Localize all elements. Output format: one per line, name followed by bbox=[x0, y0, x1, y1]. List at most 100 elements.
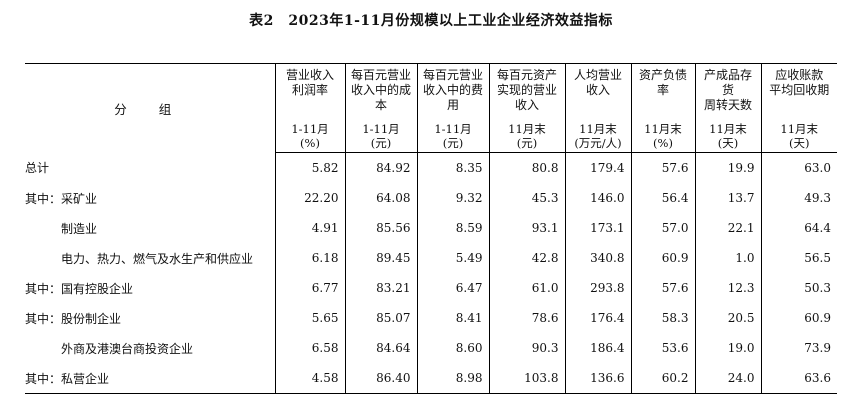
table-title: 表2 2023年1-11月份规模以上工业企业经济效益指标 bbox=[249, 13, 613, 29]
row-label: 其中：私营企业 bbox=[25, 363, 276, 394]
table-cell: 146.0 bbox=[564, 183, 631, 213]
row-label: 制造业 bbox=[25, 213, 276, 243]
table-row: 其中：股份制企业 5.65 85.07 8.41 78.6 176.4 58.3 20.5 60… bbox=[25, 303, 837, 333]
table-cell: 22.1 bbox=[694, 213, 761, 243]
table-cell: 176.4 bbox=[564, 303, 631, 333]
table-row: 制造业 4.91 85.56 8.59 93.1 173.1 57.0 22.1 64.4 bbox=[25, 213, 837, 243]
column-unit: 11月末 (天) bbox=[760, 122, 837, 153]
column-unit: 11月末 (万元/人) bbox=[564, 122, 631, 153]
column-header: 产成品存货周转天数 bbox=[694, 63, 761, 122]
table-cell: 90.3 bbox=[488, 333, 565, 363]
column-unit: 1-11月 (元) bbox=[416, 122, 489, 153]
table-cell: 179.4 bbox=[564, 152, 631, 183]
table-cell: 73.9 bbox=[760, 333, 837, 363]
table-cell: 8.60 bbox=[416, 333, 489, 363]
column-header: 营业收入 利润率 bbox=[274, 63, 345, 122]
table-cell: 13.7 bbox=[694, 183, 761, 213]
table-cell: 57.6 bbox=[630, 152, 695, 183]
column-unit: 1-11月 (%) bbox=[275, 122, 345, 153]
table-cell: 22.20 bbox=[274, 183, 345, 213]
table-cell: 6.18 bbox=[274, 243, 345, 273]
row-label: 外商及港澳台商投资企业 bbox=[25, 333, 276, 363]
table-cell: 85.56 bbox=[344, 213, 417, 243]
table-cell: 83.21 bbox=[344, 273, 417, 303]
table-cell: 53.6 bbox=[630, 333, 695, 363]
table-cell: 93.1 bbox=[488, 213, 565, 243]
table-row: 其中：国有控股企业 6.77 83.21 6.47 61.0 293.8 57.6 12.3 5… bbox=[25, 273, 837, 303]
table-cell: 56.5 bbox=[760, 243, 837, 273]
table-cell: 60.2 bbox=[630, 363, 695, 394]
table-cell: 80.8 bbox=[488, 152, 565, 183]
row-label: 电力、热力、燃气及水生产和供应业 bbox=[25, 243, 276, 273]
row-label: 其中：国有控股企业 bbox=[25, 273, 276, 303]
table-cell: 84.64 bbox=[344, 333, 417, 363]
economic-indicators-table: 分 组 营业收入 利润率 每百元营业 收入中的成本每百元营业 收入中的费用每百元资产 实现… bbox=[25, 63, 837, 394]
table-cell: 56.4 bbox=[630, 183, 695, 213]
table-cell: 86.40 bbox=[344, 363, 417, 394]
table-cell: 5.65 bbox=[274, 303, 345, 333]
table-cell: 45.3 bbox=[488, 183, 565, 213]
column-header: 每百元营业 收入中的成本 bbox=[344, 63, 417, 122]
table-cell: 136.6 bbox=[564, 363, 631, 394]
column-unit: 11月末 (天) bbox=[694, 122, 761, 153]
table-row: 电力、热力、燃气及水生产和供应业 6.18 89.45 5.49 42.8 340.8 60… bbox=[25, 243, 837, 273]
table-cell: 1.0 bbox=[694, 243, 761, 273]
table-cell: 57.6 bbox=[630, 273, 695, 303]
table-cell: 89.45 bbox=[344, 243, 417, 273]
table-cell: 58.3 bbox=[630, 303, 695, 333]
table-cell: 6.47 bbox=[416, 273, 489, 303]
table-cell: 78.6 bbox=[488, 303, 565, 333]
table-cell: 57.0 bbox=[630, 213, 695, 243]
table-cell: 64.08 bbox=[344, 183, 417, 213]
table-cell: 49.3 bbox=[760, 183, 837, 213]
table-cell: 5.49 bbox=[416, 243, 489, 273]
table-cell: 186.4 bbox=[564, 333, 631, 363]
table-cell: 8.41 bbox=[416, 303, 489, 333]
table-cell: 8.59 bbox=[416, 213, 489, 243]
table-cell: 63.0 bbox=[760, 152, 837, 183]
table-cell: 84.92 bbox=[344, 152, 417, 183]
table-row: 其中：采矿业 22.20 64.08 9.32 45.3 146.0 56.4 13.7 49.… bbox=[25, 183, 837, 213]
table-cell: 19.0 bbox=[694, 333, 761, 363]
table-cell: 42.8 bbox=[488, 243, 565, 273]
column-unit: 1-11月 (元) bbox=[344, 122, 417, 153]
row-label: 总计 bbox=[25, 152, 276, 183]
group-header: 分 组 bbox=[25, 63, 276, 153]
column-header: 应收账款 平均回收期 bbox=[760, 63, 837, 122]
column-unit: 11月末 (元) bbox=[488, 122, 565, 153]
row-label: 其中：采矿业 bbox=[25, 183, 276, 213]
table-cell: 5.82 bbox=[274, 152, 345, 183]
table-cell: 63.6 bbox=[760, 363, 837, 394]
column-header: 人均营业 收入 bbox=[564, 63, 631, 122]
header-row: 分 组 营业收入 利润率 每百元营业 收入中的成本每百元营业 收入中的费用每百元资产 实现… bbox=[25, 63, 837, 153]
table-cell: 6.77 bbox=[274, 273, 345, 303]
table-body: 总计 5.82 84.92 8.35 80.8 179.4 57.6 19.9 63.0 其中：采… bbox=[25, 152, 837, 394]
table-cell: 103.8 bbox=[488, 363, 565, 394]
table-cell: 4.58 bbox=[274, 363, 345, 394]
table-cell: 19.9 bbox=[694, 152, 761, 183]
table-row: 外商及港澳台商投资企业 6.58 84.64 8.60 90.3 186.4 53.6 19.… bbox=[25, 333, 837, 363]
table-cell: 64.4 bbox=[760, 213, 837, 243]
table-cell: 24.0 bbox=[694, 363, 761, 394]
table-cell: 85.07 bbox=[344, 303, 417, 333]
table-cell: 61.0 bbox=[488, 273, 565, 303]
table-cell: 8.98 bbox=[416, 363, 489, 394]
table-cell: 9.32 bbox=[416, 183, 489, 213]
column-header: 每百元资产 实现的营业 收入 bbox=[488, 63, 565, 122]
table-cell: 4.91 bbox=[274, 213, 345, 243]
column-unit: 11月末 (%) bbox=[630, 122, 695, 153]
table-cell: 6.58 bbox=[274, 333, 345, 363]
unit-row: 1-11月 (%) 1-11月 (元) 1-11月 (元) 11月末 (元) 11月末 (万元/人… bbox=[25, 122, 837, 153]
table-cell: 293.8 bbox=[564, 273, 631, 303]
column-header: 资产负债率 bbox=[630, 63, 695, 122]
column-header: 每百元营业 收入中的费用 bbox=[416, 63, 489, 122]
table-cell: 8.35 bbox=[416, 152, 489, 183]
table-cell: 60.9 bbox=[630, 243, 695, 273]
row-label: 其中：股份制企业 bbox=[25, 303, 276, 333]
table-cell: 50.3 bbox=[760, 273, 837, 303]
table-row: 总计 5.82 84.92 8.35 80.8 179.4 57.6 19.9 63.0 bbox=[25, 152, 837, 183]
table-cell: 173.1 bbox=[564, 213, 631, 243]
table-row: 其中：私营企业 4.58 86.40 8.98 103.8 136.6 60.2 24.0 63… bbox=[25, 363, 837, 394]
table-cell: 12.3 bbox=[694, 273, 761, 303]
table-cell: 340.8 bbox=[564, 243, 631, 273]
